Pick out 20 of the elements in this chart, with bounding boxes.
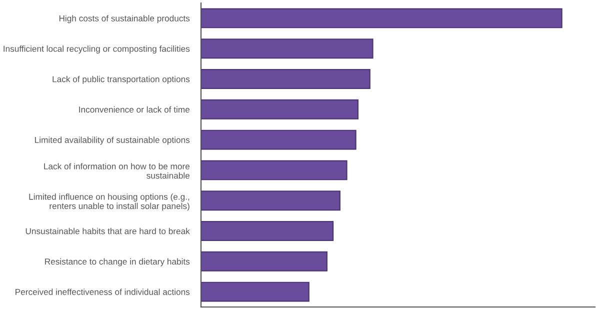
- bar: [201, 221, 334, 241]
- y-tick-label: Lack of public transportation options: [52, 76, 190, 84]
- bar: [201, 190, 340, 211]
- bar: [201, 251, 328, 272]
- bar: [201, 282, 310, 302]
- y-tick-label: Insufficient local recycling or composting facilities: [4, 45, 190, 54]
- y-tick-label: Perceived ineffectiveness of individual actions: [16, 288, 190, 296]
- y-tick-label: Lack of information on how to be more sustainable: [44, 163, 190, 179]
- bar: [201, 99, 359, 120]
- bar: [201, 130, 356, 150]
- bar: [201, 160, 348, 180]
- y-tick-label: Limited availability of sustainable options: [35, 136, 190, 145]
- bar: [201, 38, 374, 59]
- y-tick-label: Unsustainable habits that are hard to break: [26, 228, 190, 234]
- y-tick-label: Limited influence on housing options (e.g., renters unable to install solar panels): [29, 193, 190, 211]
- bar: [201, 69, 370, 89]
- y-tick-label: High costs of sustainable products: [59, 15, 190, 24]
- y-tick-label: Inconvenience or lack of time: [79, 106, 190, 113]
- y-tick-label: Resistance to change in dietary habits: [45, 258, 190, 266]
- bar: [201, 8, 562, 28]
